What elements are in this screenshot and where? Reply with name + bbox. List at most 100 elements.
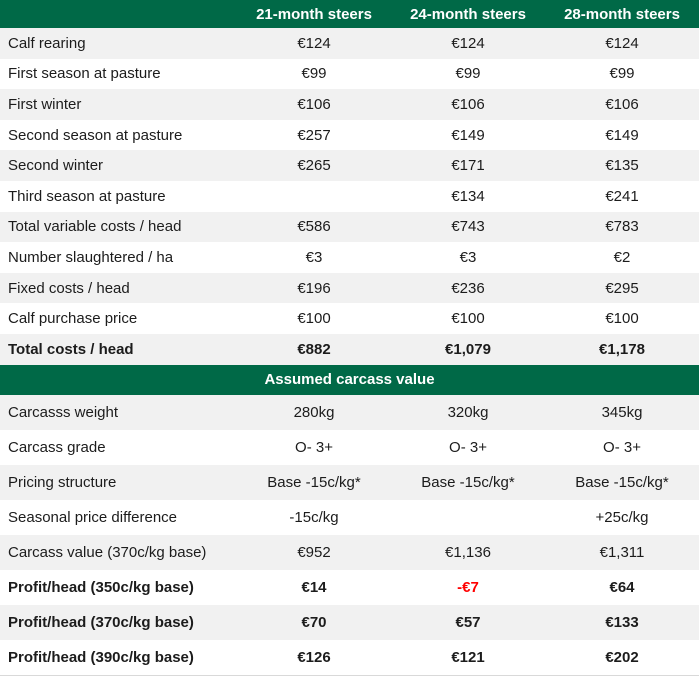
row-label: First winter (0, 89, 237, 120)
cell-value: Base -15c/kg* (391, 464, 545, 500)
table-row: Calf purchase price €100 €100 €100 (0, 303, 699, 334)
table-row: Total costs / head €882 €1,079 €1,178 (0, 333, 699, 365)
row-label: Fixed costs / head (0, 272, 237, 304)
cell-value: €265 (237, 150, 391, 181)
table-row: Profit/head (390c/kg base) €126 €121 €202 (0, 640, 699, 676)
cell-value: €134 (451, 187, 485, 205)
table-row: Total variable costs / head €586 €743 €783 (0, 211, 699, 243)
cell-value: O- 3+ (603, 438, 641, 456)
cell-value: €236 (391, 272, 545, 304)
cell-value: €1,311 (545, 534, 699, 570)
cell-value (391, 500, 545, 535)
cell-value: €743 (391, 211, 545, 243)
table-header-row: 21-month steers 24-month steers 28-month… (0, 0, 699, 28)
header-cell-blank (0, 0, 237, 28)
table-row: Third season at pasture €134 €241 (0, 181, 699, 212)
table-row: Second season at pasture €257 €149 €149 (0, 120, 699, 151)
cell-value (237, 181, 391, 212)
cell-value: €106 (237, 89, 391, 120)
cell-value: €100 (605, 310, 639, 328)
cell-value: €124 (545, 28, 699, 59)
section-band-row: Assumed carcass value (0, 364, 699, 395)
cell-value: Base -15c/kg* (237, 464, 391, 500)
cell-value: €100 (297, 310, 331, 328)
cell-value: €126 (297, 648, 331, 666)
carcass-section-body: Carcasss weight 280kg 320kg 345kg Carcass gr… (0, 394, 699, 676)
row-label: Carcass value (370c/kg base) (0, 534, 237, 570)
cell-value: €1,178 (545, 333, 699, 365)
header-cell-28-month: 28-month steers (545, 0, 699, 28)
cell-value: €133 (545, 604, 699, 640)
row-label: First season at pasture (8, 65, 161, 83)
row-label: Number slaughtered / ha (8, 248, 174, 266)
table-row: Calf rearing €124 €124 €124 (0, 28, 699, 59)
cell-value: €135 (545, 150, 699, 181)
cell-value: €3 (305, 248, 323, 266)
section-band-title: Assumed carcass value (0, 364, 699, 395)
cell-value: €2 (613, 248, 631, 266)
table-row: Profit/head (350c/kg base) €14 -€7 €64 (0, 570, 699, 605)
cell-value: €149 (451, 126, 485, 144)
row-label: Seasonal price difference (8, 508, 177, 526)
table-row: Seasonal price difference -15c/kg +25c/kg (0, 500, 699, 535)
table-row: Profit/head (370c/kg base) €70 €57 €133 (0, 604, 699, 640)
cell-value: €124 (237, 28, 391, 59)
cell-value: €121 (451, 648, 485, 666)
header-cell-24-month: 24-month steers (391, 0, 545, 28)
cell-value: €99 (455, 65, 481, 83)
cell-value: -15c/kg (289, 508, 339, 526)
cell-value: €99 (301, 65, 327, 83)
row-label: Total variable costs / head (0, 211, 237, 243)
row-label: Carcasss weight (0, 394, 237, 430)
cell-value: €586 (237, 211, 391, 243)
row-label: Second winter (0, 150, 237, 181)
row-label: Carcass grade (8, 438, 106, 456)
cell-value: €64 (609, 578, 635, 596)
cell-value: €3 (459, 248, 477, 266)
cell-value: O- 3+ (295, 438, 333, 456)
header-cell-21-month: 21-month steers (237, 0, 391, 28)
cell-value: €1,079 (391, 333, 545, 365)
cell-value: €202 (605, 648, 639, 666)
cell-value: €952 (237, 534, 391, 570)
cell-value: €100 (451, 310, 485, 328)
cell-value: €295 (545, 272, 699, 304)
row-label: Pricing structure (0, 464, 237, 500)
cell-value: €783 (545, 211, 699, 243)
cell-value: €14 (301, 578, 327, 596)
cell-value: €241 (605, 187, 639, 205)
cell-value: 280kg (237, 394, 391, 430)
table-row: Second winter €265 €171 €135 (0, 150, 699, 181)
table-row: Carcasss weight 280kg 320kg 345kg (0, 394, 699, 430)
cell-value: €257 (297, 126, 331, 144)
cell-value: €196 (237, 272, 391, 304)
cell-value: 320kg (391, 394, 545, 430)
cell-value: Base -15c/kg* (545, 464, 699, 500)
cell-value: €171 (391, 150, 545, 181)
table-row: First season at pasture €99 €99 €99 (0, 59, 699, 90)
cell-value: 345kg (545, 394, 699, 430)
cell-value: €882 (237, 333, 391, 365)
cell-value: €106 (391, 89, 545, 120)
cell-value: €124 (391, 28, 545, 59)
cell-value: €57 (391, 604, 545, 640)
cell-value: €70 (237, 604, 391, 640)
cell-value: €1,136 (391, 534, 545, 570)
cell-value: O- 3+ (449, 438, 487, 456)
row-label: Calf rearing (0, 28, 237, 59)
carcass-section-header: Assumed carcass value (0, 364, 699, 395)
row-label: Profit/head (370c/kg base) (0, 604, 237, 640)
row-label: Third season at pasture (8, 187, 166, 205)
row-label: Calf purchase price (8, 310, 138, 328)
table-row: First winter €106 €106 €106 (0, 89, 699, 120)
table-row: Fixed costs / head €196 €236 €295 (0, 272, 699, 304)
cell-value: +25c/kg (595, 508, 649, 526)
cell-value: -€7 (457, 578, 479, 596)
table-row: Carcass grade O- 3+ O- 3+ O- 3+ (0, 430, 699, 465)
row-label: Profit/head (350c/kg base) (8, 578, 194, 596)
cell-value: €99 (609, 65, 635, 83)
table-row: Carcass value (370c/kg base) €952 €1,136 €1… (0, 534, 699, 570)
cell-value: €149 (605, 126, 639, 144)
